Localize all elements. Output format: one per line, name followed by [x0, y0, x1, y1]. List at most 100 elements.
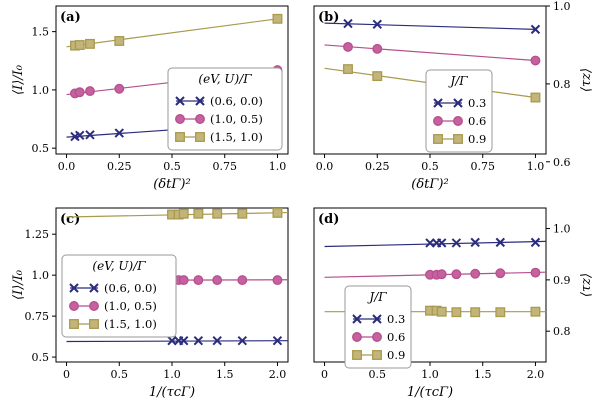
legend-box-c [61, 254, 177, 338]
x-tick-label-a: 0.25 [107, 160, 132, 173]
y-tick-label-b: 0.8 [553, 78, 571, 91]
legend-marker-c-0 [69, 283, 79, 293]
panel-c: 0 0.5 1.0 1.5 2.0 0.5 0.75 1.0 1.25 1/(τcΓ) ⟨I⟩/I₀… [11, 207, 289, 400]
data-point-c-0 [179, 335, 189, 346]
data-point-c-1 [193, 275, 204, 286]
series-b-0 [324, 18, 541, 35]
data-point-c-1 [237, 275, 248, 286]
y-tick-label-c: 1.25 [25, 228, 50, 241]
legend-marker-c-1 [89, 301, 99, 311]
data-point-c-0 [193, 335, 204, 346]
data-point-c-0 [237, 335, 248, 346]
legend-marker-d-1 [372, 332, 382, 342]
data-point-c-2 [272, 207, 283, 218]
legend-marker-d-2 [352, 350, 362, 360]
y-tick-label-c: 0.5 [32, 351, 50, 364]
y-tick-label-d: 0.9 [553, 274, 571, 287]
x-tick-label-a: 0.5 [163, 160, 181, 173]
y-tick-label-b: 1.0 [553, 0, 571, 13]
panel-b: 0.0 0.25 0.5 0.75 1.0 0.6 0.8 1.0 (δtΓ)² ⟨τz⟩ (b) J… [313, 0, 594, 192]
series-b-1 [324, 41, 541, 66]
legend-marker-b-0 [453, 98, 463, 108]
data-point-a-1 [85, 86, 95, 97]
x-axis-label-c: 1/(τcΓ) [149, 385, 195, 400]
panel-label-d: (d) [318, 212, 339, 227]
legend-marker-c-2 [89, 319, 99, 329]
data-point-d-1 [495, 268, 506, 279]
panel-label-b: (b) [318, 10, 339, 25]
legend-entry-d-0: 0.3 [387, 312, 405, 326]
series-d-0 [324, 237, 546, 248]
legend-marker-d-2 [372, 350, 382, 360]
y-tick-label-b: 0.6 [553, 156, 571, 169]
data-point-d-1 [436, 269, 447, 280]
series-a-2 [66, 13, 283, 51]
legend-entry-b-2: 0.9 [468, 132, 486, 146]
y-axis-label-a: ⟨I⟩/I₀ [11, 64, 26, 95]
y-tick-label-c: 0.75 [25, 310, 50, 323]
data-point-c-1 [272, 275, 283, 286]
legend-title-b: J/Γ [447, 74, 468, 88]
data-point-b-0 [343, 18, 353, 29]
y-axis-label-d: ⟨τz⟩ [579, 273, 594, 297]
data-point-c-0 [212, 335, 222, 346]
legend-marker-b-2 [433, 134, 443, 144]
data-point-b-0 [372, 19, 382, 30]
y-tick-label-d: 0.8 [553, 325, 571, 338]
x-tick-label-c: 1.0 [163, 368, 181, 381]
x-tick-label-b: 0.5 [421, 160, 439, 173]
x-tick-label-b: 0.75 [470, 160, 495, 173]
legend-entry-d-1: 0.6 [387, 330, 405, 344]
data-point-b-2 [372, 71, 383, 82]
x-tick-label-b: 0.0 [316, 160, 334, 173]
data-point-d-1 [470, 268, 481, 279]
data-point-d-2 [451, 307, 462, 318]
x-tick-label-c: 0.5 [111, 368, 129, 381]
legend-b: J/Γ0.3 0.6 0.9 [425, 69, 493, 153]
legend-title-c: (eV, U)/Γ [92, 259, 146, 273]
legend-entry-b-1: 0.6 [468, 114, 486, 128]
y-tick-label-a: 1.5 [32, 26, 50, 39]
data-point-a-2 [114, 36, 125, 46]
legend-box-a [167, 67, 283, 151]
legend-marker-d-0 [372, 314, 382, 324]
x-tick-label-c: 1.5 [216, 368, 234, 381]
y-axis-label-b: ⟨τz⟩ [579, 68, 594, 92]
data-point-a-0 [85, 130, 95, 140]
legend-marker-a-2 [175, 132, 185, 142]
data-point-d-0 [451, 238, 462, 248]
panel-d: 0 0.5 1.0 1.5 2.00.80.91.01/(τcΓ)⟨τz⟩(d)J/Γ0… [313, 207, 594, 400]
legend-d: J/Γ0.3 0.6 0.9 [344, 285, 412, 369]
legend-entry-b-0: 0.3 [468, 96, 486, 110]
legend-a: (eV, U)/Γ (0.6, 0.0) (1.0, 0.5) (1.5, 1.0) [167, 67, 283, 151]
data-point-d-1 [451, 269, 462, 280]
data-point-c-1 [212, 275, 223, 286]
data-point-b-1 [530, 55, 541, 66]
legend-marker-a-0 [195, 96, 205, 106]
data-point-c-2 [178, 208, 189, 219]
data-point-a-2 [272, 13, 283, 24]
legend-marker-d-1 [352, 332, 362, 342]
data-point-a-1 [74, 87, 85, 98]
legend-marker-b-1 [453, 116, 463, 126]
legend-title-d: J/Γ [366, 290, 387, 304]
legend-entry-a-2: (1.5, 1.0) [210, 130, 263, 144]
data-point-a-0 [75, 130, 85, 141]
data-point-b-1 [372, 43, 383, 54]
data-point-d-2 [530, 306, 541, 317]
x-axis-label-b: (δtΓ)² [411, 177, 448, 192]
y-tick-label-a: 0.5 [32, 142, 50, 155]
legend-title-a: (eV, U)/Γ [198, 72, 252, 86]
data-point-d-2 [436, 306, 447, 317]
x-axis-label-d: 1/(τcΓ) [407, 385, 453, 400]
y-axis-label-c: ⟨I⟩/I₀ [11, 269, 26, 300]
x-tick-label-d: 1.0 [421, 368, 439, 381]
legend-marker-b-1 [433, 116, 443, 126]
data-point-b-2 [530, 92, 541, 103]
legend-marker-c-1 [69, 301, 79, 311]
data-point-a-1 [114, 83, 125, 94]
x-tick-label-a: 0.0 [58, 160, 76, 173]
series-c-0 [66, 335, 288, 346]
legend-marker-c-0 [89, 283, 99, 293]
series-d-1 [324, 267, 546, 280]
